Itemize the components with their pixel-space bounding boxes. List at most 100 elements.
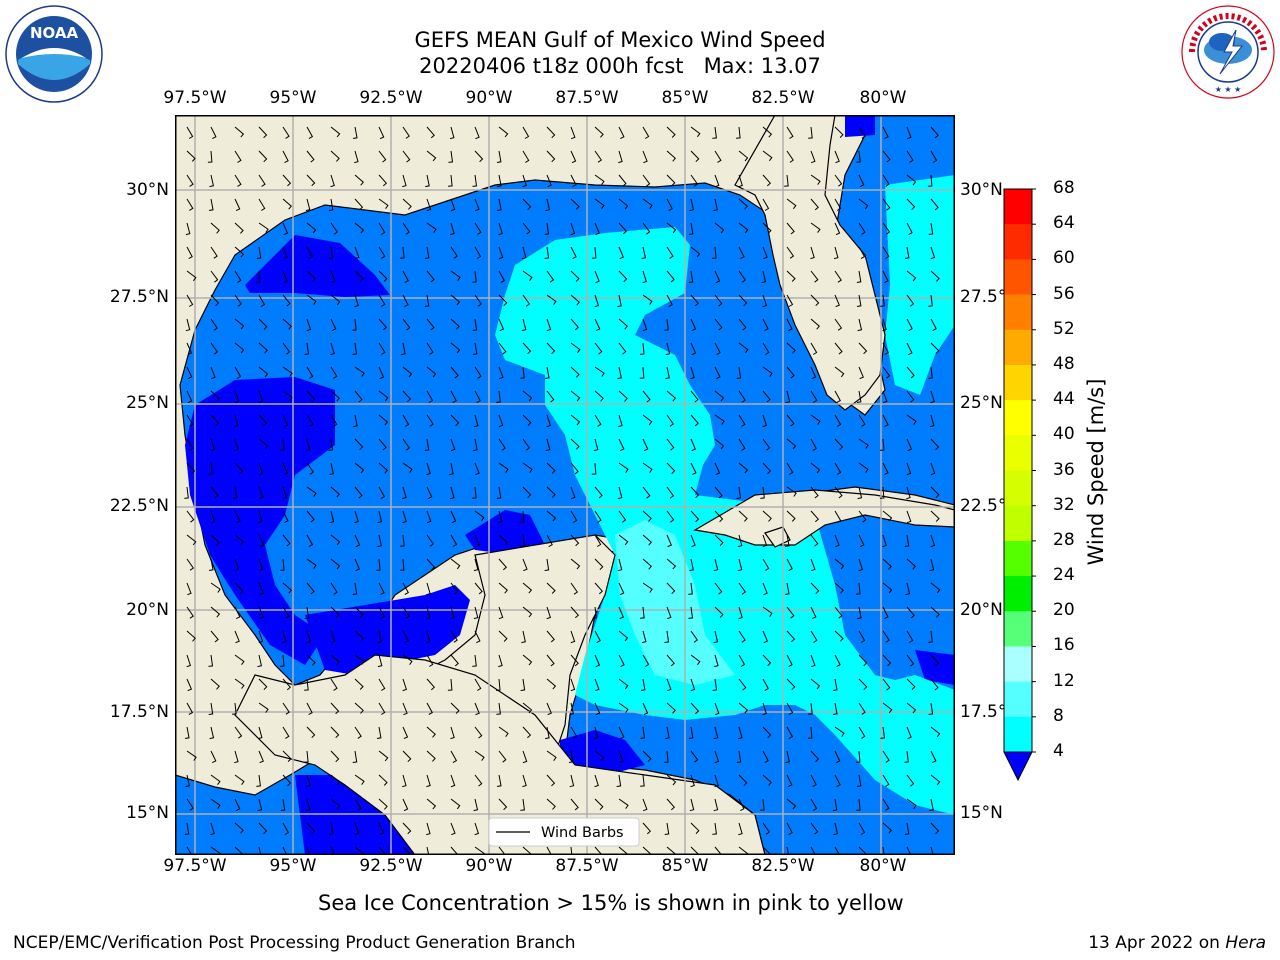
wind-barb: [906, 390, 915, 403]
wind-barb: [186, 510, 195, 523]
wind-barb: [449, 462, 454, 476]
wind-barb: [690, 246, 701, 258]
wind-barb: [378, 606, 386, 620]
wind-barb: [666, 678, 672, 692]
wind-barb: [378, 750, 389, 762]
wind-barb: [570, 366, 580, 378]
wind-barb: [354, 294, 359, 308]
wind-barb: [690, 462, 697, 476]
wind-barb: [879, 438, 885, 451]
wind-barb: [737, 558, 743, 572]
wind-barb: [258, 438, 269, 450]
wind-barb: [810, 414, 821, 425]
wind-barb: [186, 846, 193, 855]
wind-barb: [930, 198, 939, 211]
wind-barb: [186, 678, 193, 692]
wind-barb: [882, 462, 889, 476]
wind-barb: [762, 246, 768, 260]
wind-barb: [570, 846, 573, 855]
wind-barb: [882, 222, 891, 235]
wind-barb: [762, 534, 768, 548]
wind-barb: [426, 366, 437, 378]
wind-barb: [618, 150, 623, 164]
wind-barb: [690, 342, 697, 356]
wind-barb: [570, 654, 579, 667]
wind-barb: [330, 486, 341, 498]
wind-barb: [544, 246, 550, 259]
wind-barb: [353, 126, 358, 139]
wind-barb: [258, 846, 262, 855]
wind-barb: [186, 462, 196, 475]
lon-label-bottom: 92.5°W: [359, 856, 423, 876]
wind-barb: [642, 534, 653, 546]
wind-barb: [906, 222, 913, 236]
colorbar-segment: [1004, 400, 1032, 436]
wind-barb: [354, 726, 362, 739]
wind-barb: [447, 678, 453, 691]
lat-label-left: 25°N: [126, 393, 169, 413]
wind-barb: [594, 846, 603, 855]
wind-barb: [450, 294, 461, 306]
wind-barb: [210, 366, 216, 380]
wind-barb: [882, 174, 890, 187]
wind-barb: [522, 774, 527, 788]
wind-barb: [690, 390, 699, 403]
wind-barb: [834, 774, 841, 788]
wind-barb: [258, 342, 268, 354]
wind-barb: [354, 558, 360, 572]
wind-barb: [810, 438, 817, 451]
wind-barb: [258, 318, 268, 330]
wind-barb: [306, 702, 313, 716]
wind-barb: [688, 270, 694, 283]
wind-barb: [858, 462, 869, 473]
wind-barb: [591, 246, 597, 259]
wind-barb: [328, 246, 334, 259]
wind-barb: [522, 174, 527, 188]
wind-barb: [858, 822, 866, 835]
wind-barb: [402, 126, 410, 139]
colorbar-segment: [1004, 646, 1032, 683]
wind-barb: [594, 150, 602, 163]
wind-barb: [738, 222, 749, 234]
cuba: [693, 489, 955, 546]
wind-barb: [928, 366, 933, 379]
wind-barb: [810, 750, 820, 763]
wind-barb: [282, 822, 290, 836]
wind-barb: [642, 318, 648, 332]
wind-barb: [833, 822, 838, 836]
wind-barb: [474, 750, 485, 761]
wind-barb: [234, 318, 245, 330]
wind-barb: [498, 558, 508, 571]
wind-barb: [786, 798, 797, 810]
wind-barb: [570, 486, 576, 500]
wind-barb: [498, 798, 508, 811]
wind-barb: [234, 558, 240, 572]
wind-barb: [450, 342, 461, 354]
wind-barb: [522, 654, 533, 666]
wind-barb: [354, 654, 365, 665]
wind-barb: [498, 222, 503, 236]
wind-barb: [546, 702, 552, 716]
wind-barb: [378, 774, 388, 786]
colorbar-tick-label: 20: [1053, 600, 1075, 621]
wind-barb: [762, 126, 773, 138]
wind-barb: [810, 510, 820, 523]
wind-barb: [713, 726, 719, 740]
wind-barb: [736, 486, 742, 499]
wind-barb: [258, 678, 268, 690]
wind-barb: [930, 462, 936, 476]
wind-barb: [354, 270, 364, 282]
wind-barb: [570, 798, 579, 811]
wind-barb: [450, 798, 461, 810]
wind-barb: [496, 702, 501, 715]
wind-barb: [738, 798, 745, 812]
wind-barb: [304, 678, 309, 691]
wind-barb: [329, 822, 334, 835]
wind-barb: [401, 342, 406, 356]
wind-barb: [738, 462, 749, 474]
wind-barb: [882, 678, 891, 691]
wind-barb: [210, 630, 219, 643]
wind-barb: [882, 390, 888, 404]
wind-barb: [282, 582, 293, 594]
wind-barb: [330, 606, 340, 618]
